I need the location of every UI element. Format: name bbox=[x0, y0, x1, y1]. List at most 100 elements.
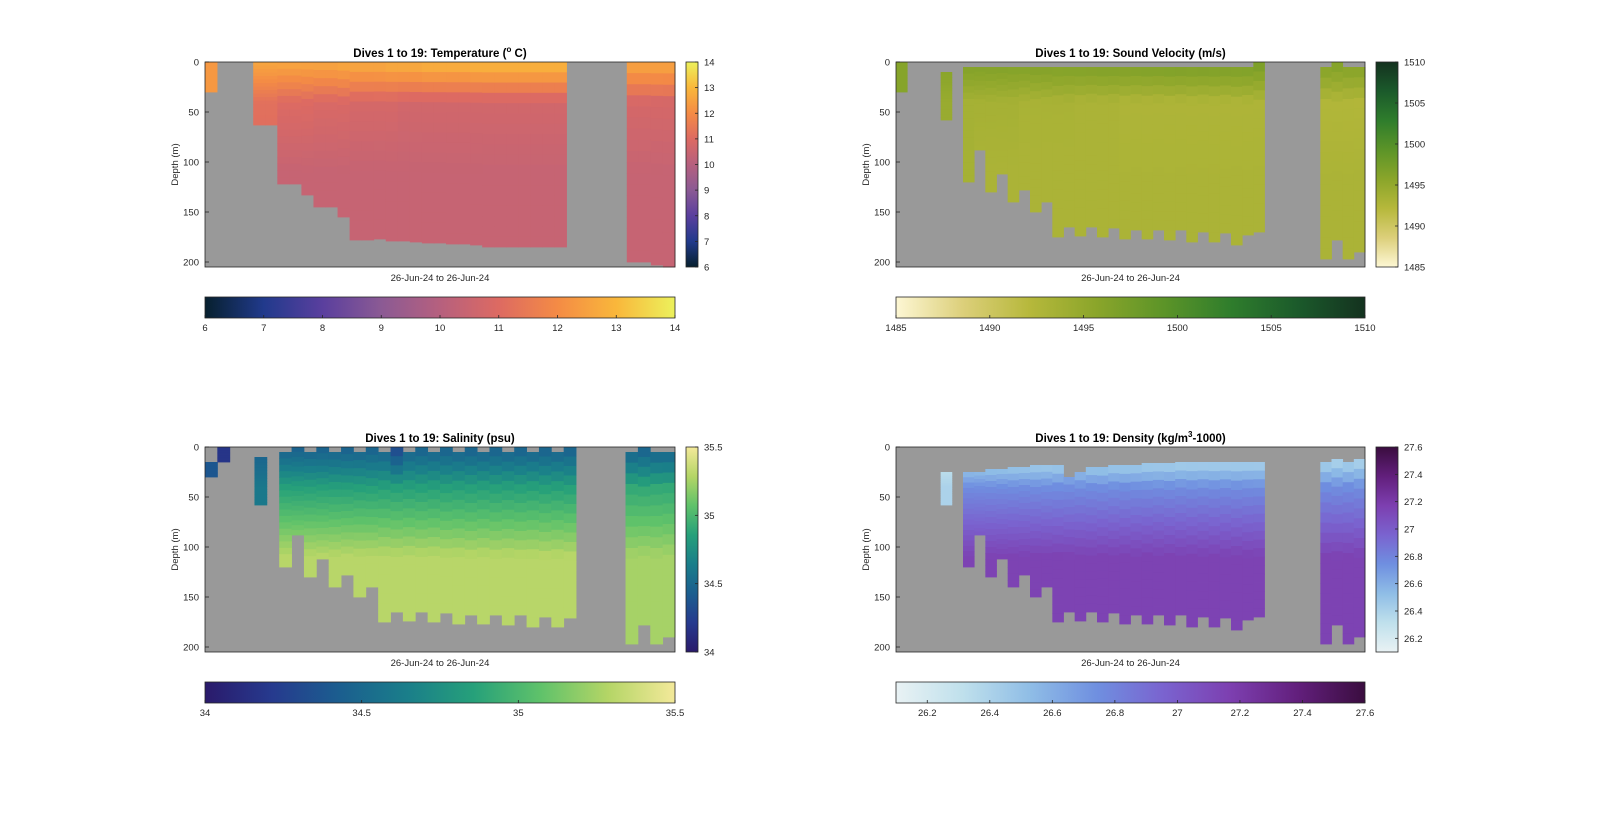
heatmap-cell bbox=[1353, 498, 1366, 509]
heatmap-cell bbox=[1108, 111, 1120, 122]
y-tick-label: 50 bbox=[879, 493, 890, 504]
heatmap-cell bbox=[415, 520, 429, 530]
heatmap-cell bbox=[1141, 114, 1154, 125]
heatmap-cell bbox=[440, 566, 453, 577]
heatmap-cell bbox=[996, 514, 1009, 520]
heatmap-cell bbox=[1164, 571, 1176, 581]
heatmap-cell bbox=[1030, 155, 1042, 165]
heatmap-cell bbox=[1130, 67, 1143, 77]
heatmap-cell bbox=[440, 539, 453, 549]
heatmap-cell bbox=[662, 141, 676, 154]
heatmap-cell bbox=[373, 111, 387, 122]
heatmap-cell bbox=[662, 118, 676, 131]
heatmap-cell bbox=[291, 451, 305, 458]
heatmap-cell bbox=[563, 504, 577, 514]
heatmap-cell bbox=[1231, 156, 1243, 167]
heatmap-cell bbox=[205, 88, 218, 91]
heatmap-cell bbox=[316, 515, 330, 523]
heatmap-cell bbox=[662, 472, 676, 484]
heatmap-cell bbox=[253, 107, 266, 112]
heatmap-cell bbox=[1108, 210, 1120, 220]
heatmap-cell bbox=[325, 142, 338, 152]
heatmap-cell bbox=[1108, 522, 1120, 532]
heatmap-cell bbox=[452, 595, 466, 606]
heatmap-cell bbox=[365, 524, 379, 533]
heatmap-cell bbox=[390, 447, 404, 457]
y-axis-label: Depth (m) bbox=[170, 528, 181, 570]
colorbar-tick-label: 1510 bbox=[1404, 58, 1425, 69]
heatmap-cell bbox=[477, 604, 490, 615]
heatmap-cell bbox=[1030, 545, 1042, 554]
heatmap-cell bbox=[963, 73, 975, 81]
heatmap-cell bbox=[1253, 147, 1265, 157]
heatmap-cell bbox=[1097, 123, 1109, 134]
heatmap-cell bbox=[940, 80, 953, 84]
heatmap-cell bbox=[538, 550, 552, 561]
heatmap-cell bbox=[458, 223, 471, 235]
colorbar-tick-label: 8 bbox=[704, 211, 709, 222]
heatmap-cell bbox=[341, 553, 354, 562]
heatmap-cell bbox=[551, 539, 565, 550]
heatmap-cell bbox=[506, 164, 519, 176]
heatmap-cell bbox=[373, 199, 387, 210]
heatmap-cell bbox=[542, 205, 555, 217]
heatmap-cell bbox=[1331, 81, 1344, 93]
heatmap-cell bbox=[996, 504, 1009, 510]
heatmap-cell bbox=[421, 202, 435, 214]
heatmap-cell bbox=[551, 481, 565, 492]
heatmap-cell bbox=[1186, 462, 1198, 472]
heatmap-cell bbox=[1074, 571, 1087, 581]
heatmap-cell bbox=[427, 480, 441, 491]
heatmap-cell bbox=[1030, 163, 1042, 173]
heatmap-cell bbox=[1041, 566, 1053, 574]
heatmap-cell bbox=[1231, 235, 1243, 246]
heatmap-cell bbox=[1320, 216, 1332, 228]
heatmap-cell bbox=[1186, 173, 1198, 185]
heatmap-cell bbox=[313, 174, 326, 184]
heatmap-cell bbox=[1152, 496, 1165, 506]
heatmap-cell bbox=[1175, 67, 1187, 77]
heatmap-cell bbox=[662, 164, 676, 177]
heatmap-cell bbox=[325, 86, 338, 95]
heatmap-cell bbox=[554, 82, 567, 94]
heatmap-cell bbox=[415, 575, 429, 585]
heatmap-cell bbox=[409, 102, 423, 113]
heatmap-cell bbox=[1007, 82, 1020, 90]
heatmap-cell bbox=[1331, 210, 1344, 221]
heatmap-cell bbox=[289, 177, 302, 185]
heatmap-cell bbox=[1130, 157, 1143, 168]
heatmap-cell bbox=[1253, 539, 1265, 549]
heatmap-cell bbox=[1231, 583, 1243, 594]
heatmap-cell bbox=[279, 535, 292, 542]
heatmap-cell bbox=[1052, 152, 1064, 162]
heatmap-cell bbox=[1175, 555, 1187, 565]
heatmap-cell bbox=[996, 529, 1009, 535]
heatmap-cell bbox=[303, 535, 317, 543]
heatmap-cell bbox=[279, 560, 292, 568]
heatmap-cell bbox=[291, 481, 305, 487]
heatmap-cell bbox=[542, 195, 555, 207]
heatmap-cell bbox=[433, 152, 447, 163]
heatmap-cell bbox=[349, 131, 363, 142]
heatmap-cell bbox=[662, 187, 676, 200]
heatmap-cell bbox=[1231, 185, 1243, 196]
heatmap-cell bbox=[963, 111, 975, 119]
heatmap-cell bbox=[477, 576, 490, 587]
heatmap-cell bbox=[1130, 573, 1143, 583]
heatmap-cell bbox=[1074, 480, 1087, 489]
heatmap-cell bbox=[1141, 543, 1154, 553]
heatmap-cell bbox=[409, 122, 423, 133]
heatmap-cell bbox=[1085, 182, 1098, 192]
heatmap-cell bbox=[301, 76, 314, 85]
heatmap-cell bbox=[637, 486, 651, 497]
heatmap-cell bbox=[1108, 481, 1120, 491]
y-tick-label: 100 bbox=[183, 543, 199, 554]
heatmap-cell bbox=[325, 70, 338, 79]
heatmap-cell bbox=[1074, 217, 1087, 228]
heatmap-cell bbox=[1186, 203, 1198, 214]
heatmap-cell bbox=[390, 602, 404, 613]
heatmap-cell bbox=[985, 122, 997, 130]
heatmap-cell bbox=[1119, 518, 1131, 528]
heatmap-cell bbox=[361, 210, 375, 221]
heatmap-cell bbox=[205, 82, 218, 85]
